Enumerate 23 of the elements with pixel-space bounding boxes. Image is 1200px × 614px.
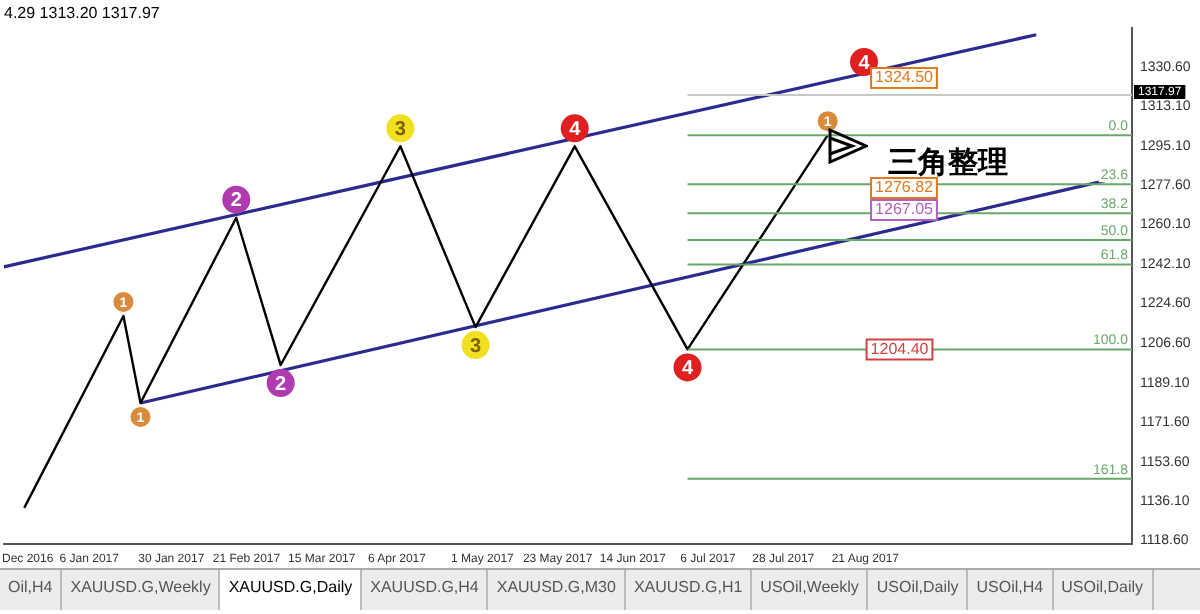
text: XAUUSD.G,Daily [220,570,363,610]
text: USOil,Weekly [752,570,869,610]
annotation: 1267.05 [875,200,935,219]
text: XAUUSD.G,H1 [625,570,753,610]
annotation: 3 [394,118,407,141]
annotation: 4 [569,118,582,141]
annotation: 2 [275,373,288,396]
text: 4.29 1313.20 1317.97 [4,4,161,23]
annotation: 1276.82 [875,178,935,197]
text: Oil,H4 [0,570,63,610]
annotation: 4 [681,357,694,380]
annotation: 1324.50 [875,68,935,87]
text: XAUUSD.G,H4 [362,570,489,610]
annotation: 3 [470,335,482,358]
text: USOil,H4 [968,570,1054,610]
text: XAUUSD.G,M30 [488,570,626,610]
annotation: 2 [230,190,243,213]
annotation: 4 [858,52,871,75]
annotation: 1204.40 [870,339,930,358]
annotation: 三角整理 [888,143,1008,180]
text: USOil,Daily [868,570,969,610]
text: USOil,Daily [1053,570,1154,610]
text: XAUUSD.G,Weekly [62,570,221,610]
